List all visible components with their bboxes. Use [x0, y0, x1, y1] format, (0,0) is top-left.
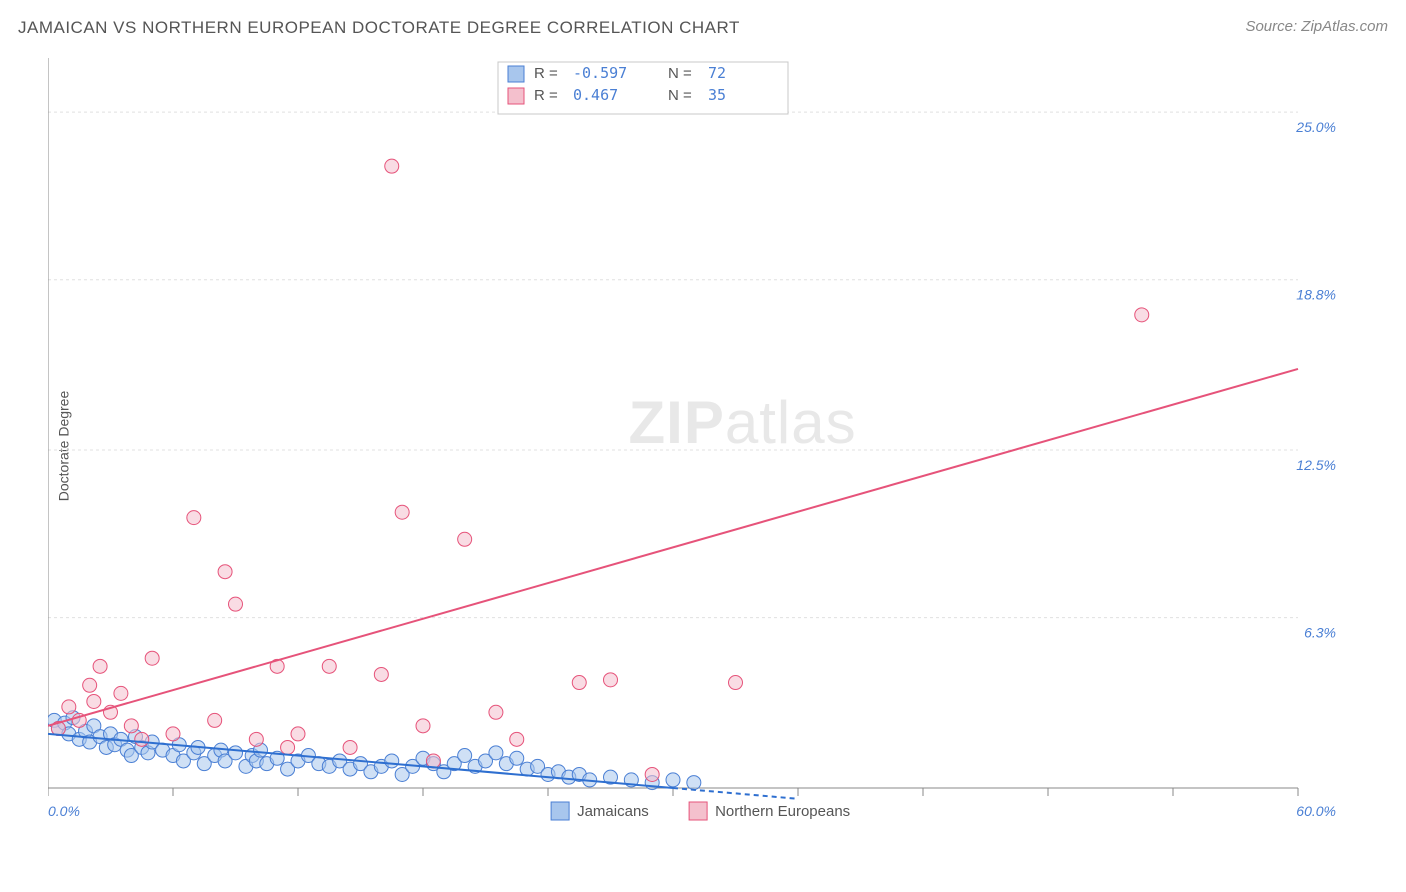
scatter-point	[124, 719, 138, 733]
scatter-point	[229, 746, 243, 760]
y-tick-label: 6.3%	[1304, 625, 1336, 641]
x-axis-min-label: 0.0%	[48, 803, 80, 819]
legend-r-label: R =	[534, 87, 558, 104]
source-attribution: Source: ZipAtlas.com	[1245, 18, 1388, 35]
chart-title: JAMAICAN VS NORTHERN EUROPEAN DOCTORATE …	[18, 18, 740, 38]
watermark: ZIPatlas	[629, 389, 857, 456]
legend-swatch	[551, 802, 569, 820]
trend-line	[48, 734, 673, 788]
y-tick-label: 12.5%	[1296, 457, 1336, 473]
scatter-point	[385, 754, 399, 768]
y-tick-label: 18.8%	[1296, 287, 1336, 303]
trend-line-extension	[673, 788, 798, 799]
scatter-point	[385, 159, 399, 173]
scatter-point	[510, 751, 524, 765]
scatter-point	[489, 746, 503, 760]
scatter-point	[374, 667, 388, 681]
scatter-point	[87, 694, 101, 708]
legend-n-value: 72	[708, 64, 726, 82]
legend-swatch	[508, 88, 524, 104]
scatter-point	[458, 532, 472, 546]
legend-swatch	[689, 802, 707, 820]
scatter-point	[395, 505, 409, 519]
scatter-point	[645, 767, 659, 781]
scatter-point	[687, 776, 701, 790]
legend-r-value: 0.467	[573, 86, 618, 104]
scatter-point	[343, 740, 357, 754]
legend-series-name: Jamaicans	[577, 803, 649, 820]
legend-n-label: N =	[668, 87, 692, 104]
scatter-point	[135, 732, 149, 746]
chart-svg: ZIPatlas 6.3% 12.5% 18.8% 25.0% 0.0% 60.0% R =-…	[48, 58, 1338, 828]
scatter-point	[489, 705, 503, 719]
scatter-point	[416, 719, 430, 733]
legend-n-label: N =	[668, 65, 692, 82]
legend-r-value: -0.597	[573, 64, 627, 82]
scatter-point	[322, 659, 336, 673]
scatter-point	[187, 511, 201, 525]
scatter-point	[1135, 308, 1149, 322]
scatter-point	[281, 740, 295, 754]
scatter-point	[208, 713, 222, 727]
legend-r-label: R =	[534, 65, 558, 82]
scatter-point	[62, 700, 76, 714]
legend-n-value: 35	[708, 86, 726, 104]
chart-container: JAMAICAN VS NORTHERN EUROPEAN DOCTORATE …	[0, 0, 1406, 892]
scatter-point	[145, 651, 159, 665]
scatter-point	[93, 659, 107, 673]
scatter-point	[510, 732, 524, 746]
scatter-point	[166, 727, 180, 741]
scatter-point	[249, 732, 263, 746]
scatter-point	[229, 597, 243, 611]
scatter-point	[729, 676, 743, 690]
scatter-point	[666, 773, 680, 787]
x-axis-max-label: 60.0%	[1296, 803, 1336, 819]
scatter-point	[114, 686, 128, 700]
legend-swatch	[508, 66, 524, 82]
scatter-point	[458, 749, 472, 763]
legend-series-name: Northern Europeans	[715, 803, 850, 820]
scatter-point	[83, 678, 97, 692]
scatter-point	[291, 727, 305, 741]
scatter-point	[218, 565, 232, 579]
plot-area: ZIPatlas 6.3% 12.5% 18.8% 25.0% 0.0% 60.0% R =-…	[48, 58, 1338, 828]
scatter-point	[572, 676, 586, 690]
y-tick-label: 25.0%	[1295, 119, 1336, 135]
scatter-point	[604, 673, 618, 687]
